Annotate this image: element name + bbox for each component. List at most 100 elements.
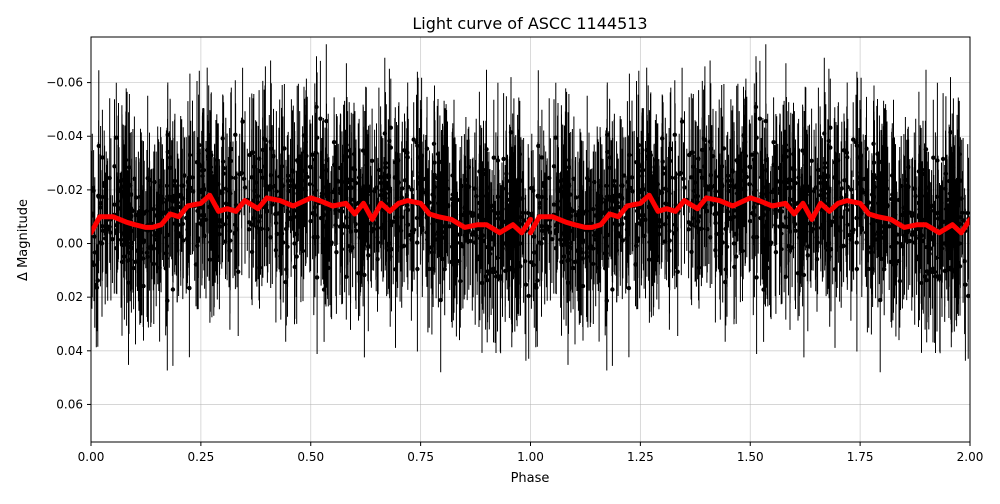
data-point xyxy=(616,204,621,210)
data-point xyxy=(591,233,597,238)
data-point xyxy=(663,222,668,227)
data-point xyxy=(365,192,370,198)
data-point xyxy=(854,240,859,245)
data-point xyxy=(717,210,722,215)
data-point xyxy=(579,250,584,255)
data-point xyxy=(481,171,486,177)
data-point xyxy=(486,205,492,211)
data-point xyxy=(428,245,434,250)
data-point xyxy=(381,222,386,227)
data-point xyxy=(708,146,713,151)
data-point xyxy=(144,250,150,255)
data-point xyxy=(526,210,531,216)
data-point xyxy=(425,248,431,253)
data-point xyxy=(418,180,423,185)
data-point xyxy=(210,222,216,227)
data-point xyxy=(671,231,677,236)
data-point xyxy=(912,186,917,191)
data-point xyxy=(165,232,171,238)
data-point xyxy=(207,257,213,262)
data-point xyxy=(754,275,759,280)
data-point xyxy=(539,241,544,246)
data-point xyxy=(366,244,371,249)
data-point xyxy=(741,178,747,183)
data-point xyxy=(554,230,559,236)
data-point xyxy=(321,239,326,244)
data-point xyxy=(305,174,310,180)
data-point xyxy=(626,211,631,216)
data-point xyxy=(251,164,256,169)
data-point xyxy=(133,259,138,265)
data-point xyxy=(454,262,459,267)
data-point xyxy=(793,180,798,186)
data-point xyxy=(693,194,699,199)
data-point xyxy=(780,154,786,159)
data-point xyxy=(893,262,899,267)
data-point xyxy=(246,227,252,232)
data-point xyxy=(826,247,831,253)
data-point xyxy=(878,193,884,198)
data-point xyxy=(510,183,515,189)
data-point xyxy=(186,211,191,216)
data-point xyxy=(193,262,199,267)
data-point xyxy=(424,230,429,235)
data-point xyxy=(559,242,564,248)
data-point xyxy=(404,193,409,198)
data-point xyxy=(652,179,657,184)
data-point xyxy=(349,185,354,190)
data-point xyxy=(513,214,518,219)
data-point xyxy=(348,229,353,234)
data-point xyxy=(506,249,511,255)
data-point xyxy=(535,278,540,283)
data-point xyxy=(483,193,489,199)
data-point xyxy=(822,191,828,196)
data-point xyxy=(249,175,254,180)
data-point xyxy=(406,184,411,190)
data-point xyxy=(175,248,180,253)
data-point xyxy=(752,183,757,188)
data-point xyxy=(795,271,801,276)
data-point xyxy=(567,257,572,262)
data-point xyxy=(115,186,121,191)
data-point xyxy=(466,184,472,189)
data-point xyxy=(565,280,571,285)
data-point xyxy=(303,188,308,193)
data-point xyxy=(890,192,895,197)
data-point xyxy=(319,194,324,199)
data-point xyxy=(242,185,248,190)
data-point xyxy=(163,251,168,256)
x-tick-label: 0.75 xyxy=(407,450,434,464)
data-point xyxy=(523,282,529,287)
data-point xyxy=(432,172,437,178)
data-point xyxy=(956,260,961,266)
data-point xyxy=(827,254,832,259)
data-point xyxy=(822,131,827,136)
data-point xyxy=(489,203,495,208)
data-point xyxy=(692,180,698,185)
data-point xyxy=(157,228,163,233)
data-point xyxy=(116,178,121,184)
data-point xyxy=(697,214,703,219)
y-tick-label: −0.06 xyxy=(46,76,83,90)
data-point xyxy=(922,217,927,223)
data-point xyxy=(902,210,907,215)
data-point xyxy=(856,175,862,180)
data-point xyxy=(723,279,728,285)
data-point xyxy=(442,267,447,272)
data-point xyxy=(435,175,440,181)
data-point xyxy=(827,241,832,246)
data-point xyxy=(702,137,708,143)
data-point xyxy=(227,191,233,196)
data-point xyxy=(330,189,336,195)
data-point xyxy=(133,212,139,218)
data-point xyxy=(839,195,844,200)
data-point xyxy=(686,220,691,225)
data-point xyxy=(913,194,918,199)
data-point xyxy=(935,216,941,221)
data-point xyxy=(294,254,299,259)
data-point xyxy=(472,186,477,191)
data-point xyxy=(223,201,229,206)
data-point xyxy=(251,216,256,221)
data-point xyxy=(164,256,169,261)
data-point xyxy=(211,230,216,236)
